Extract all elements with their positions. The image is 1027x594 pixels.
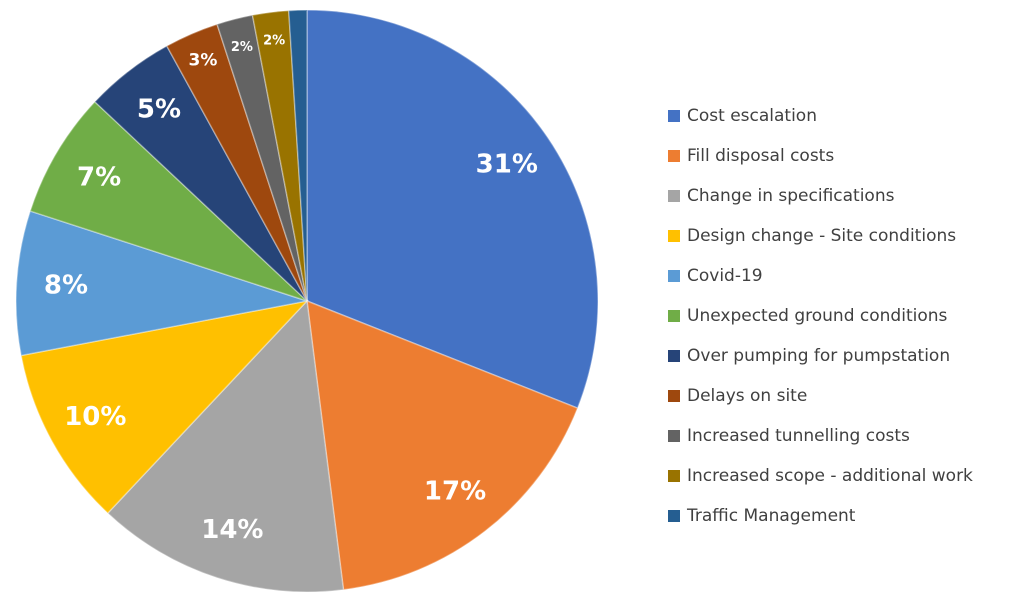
legend-label: Fill disposal costs	[687, 146, 834, 166]
pie-slice	[306, 9, 599, 410]
pie-slice	[251, 9, 308, 302]
legend-label: Design change - Site conditions	[687, 226, 956, 246]
pie-slice	[287, 9, 308, 302]
data-label: 14%	[201, 515, 263, 545]
data-label: 2%	[231, 40, 253, 55]
legend-label: Over pumping for pumpstation	[687, 346, 950, 366]
legend-swatch	[668, 430, 680, 442]
data-label: 31%	[476, 150, 538, 180]
legend-swatch	[668, 310, 680, 322]
legend-label: Increased scope - additional work	[687, 466, 973, 486]
legend-swatch	[668, 510, 680, 522]
data-label: 8%	[44, 270, 88, 300]
data-label: 7%	[77, 163, 121, 193]
data-label: 2%	[263, 34, 285, 49]
pie-slice	[93, 44, 308, 302]
legend-swatch	[668, 470, 680, 482]
legend-label: Traffic Management	[686, 506, 856, 526]
legend-label: Cost escalation	[687, 106, 817, 126]
data-label: 3%	[189, 51, 218, 71]
legend-swatch	[668, 350, 680, 362]
pie-slice	[306, 299, 579, 591]
data-label: 10%	[64, 402, 126, 432]
pie-slice	[165, 23, 308, 302]
legend-swatch	[668, 110, 680, 122]
legend-label: Delays on site	[687, 386, 807, 406]
legend-label: Unexpected ground conditions	[687, 306, 948, 326]
legend-swatch	[668, 270, 680, 282]
legend-swatch	[668, 230, 680, 242]
pie-slice	[29, 100, 308, 302]
data-label: 5%	[137, 95, 181, 125]
legend-swatch	[668, 150, 680, 162]
legend-label: Covid-19	[687, 266, 763, 286]
legend-label: Change in specifications	[687, 186, 895, 206]
pie-slice	[106, 299, 345, 593]
data-label: 17%	[424, 476, 486, 506]
legend-label: Increased tunnelling costs	[687, 426, 910, 446]
legend-swatch	[668, 190, 680, 202]
legend-swatch	[668, 390, 680, 402]
pie-slice	[216, 14, 308, 302]
pie-slice	[20, 299, 310, 515]
pie-slice	[15, 210, 308, 357]
